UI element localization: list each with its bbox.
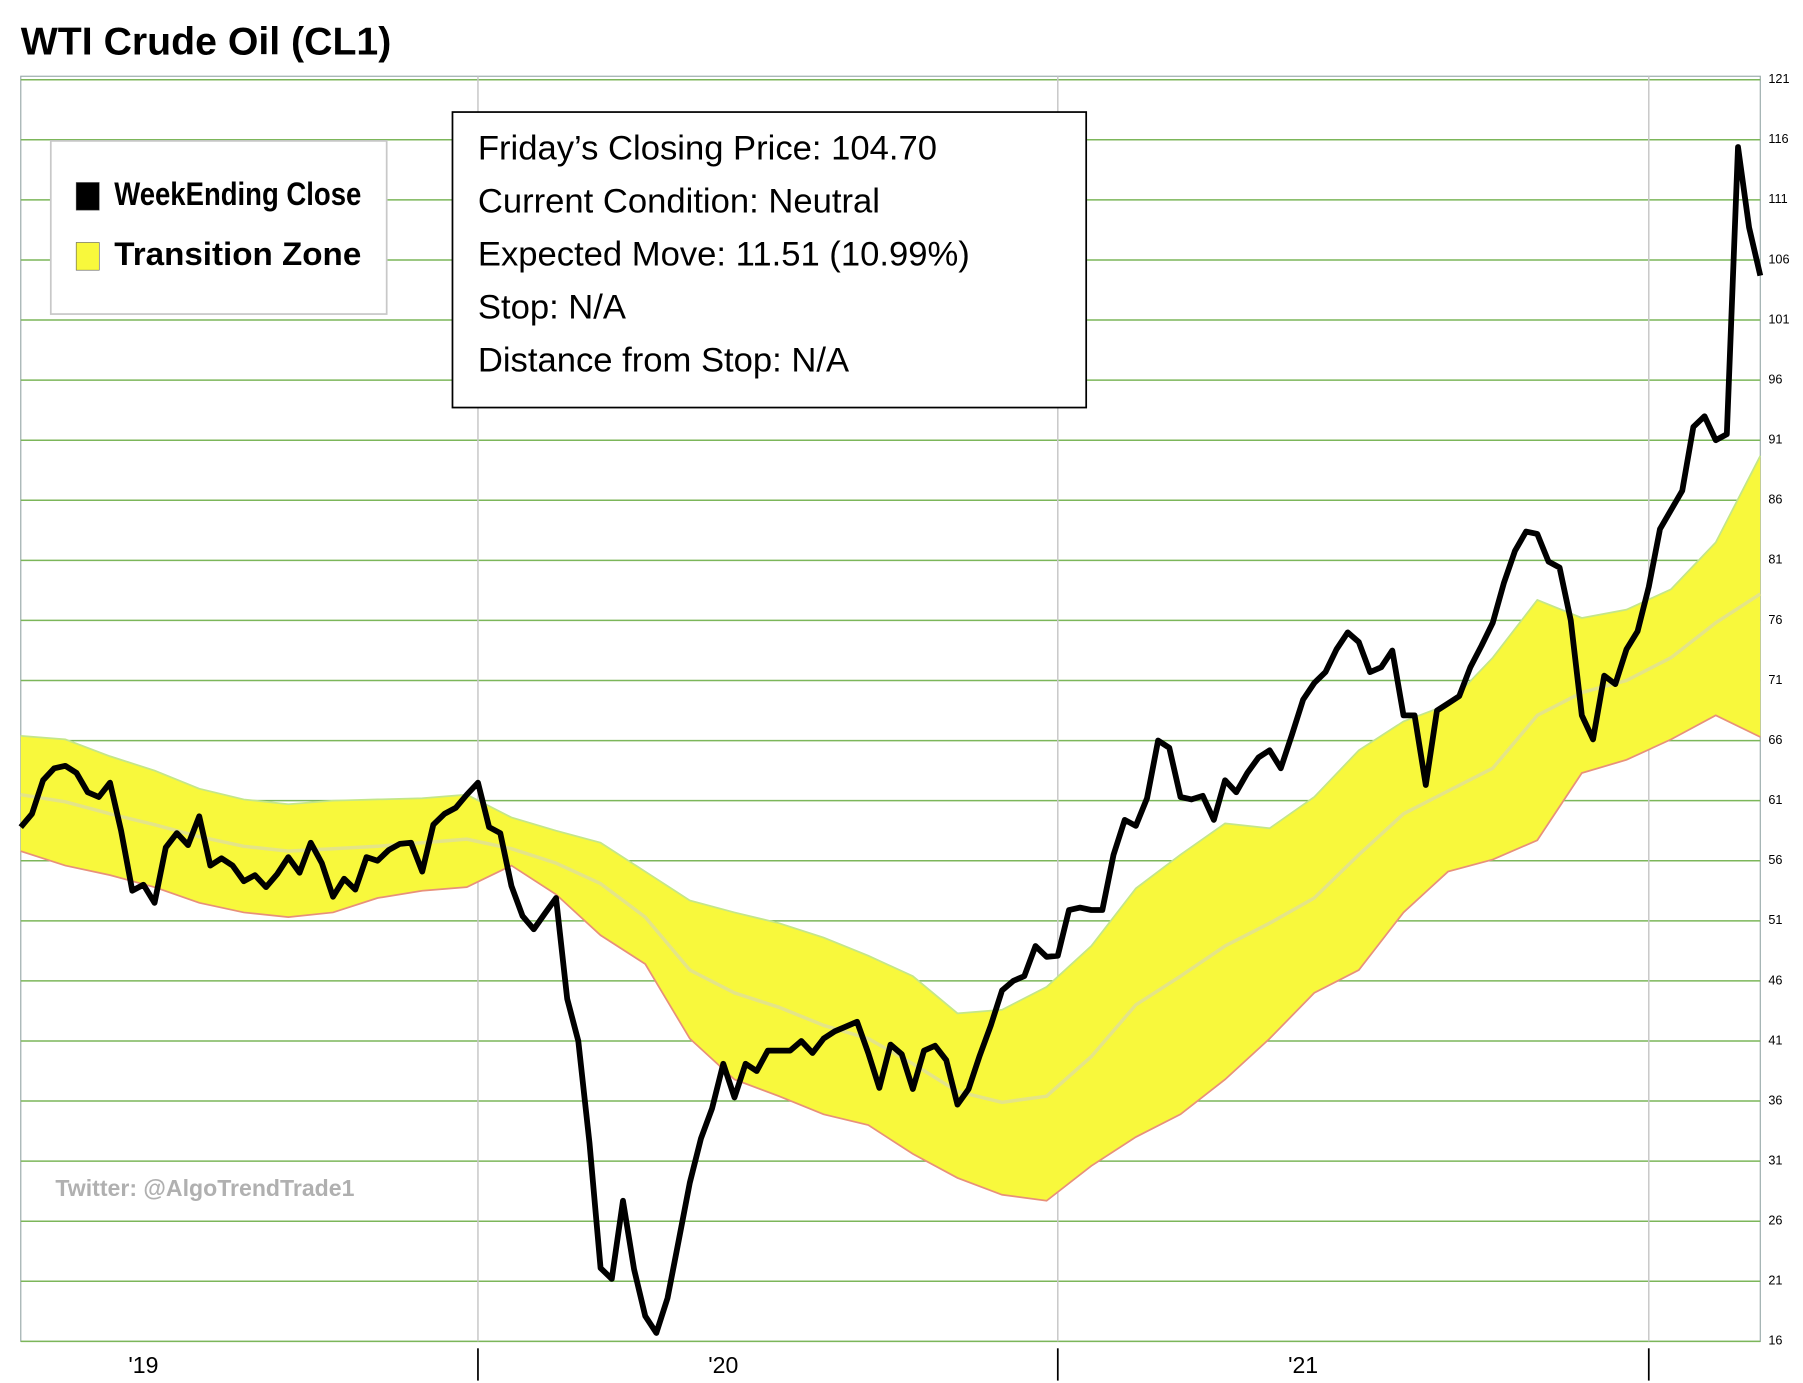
- legend-label: Transition Zone: [114, 236, 361, 272]
- transition-zone-lower: [20, 714, 1761, 1202]
- info-line: Friday’s Closing Price: 104.70: [478, 129, 937, 167]
- y-tick-label: 96: [1768, 372, 1782, 386]
- close-line: [18, 144, 1764, 1336]
- info-line: Distance from Stop: N/A: [478, 342, 850, 380]
- y-tick-label: 66: [1768, 733, 1782, 747]
- x-tick-label: '21: [1288, 1352, 1318, 1378]
- y-tick-label: 36: [1768, 1093, 1782, 1107]
- transition-zone-upper: [20, 455, 1762, 1015]
- y-tick-label: 51: [1768, 913, 1782, 927]
- y-tick-label: 121: [1768, 72, 1789, 86]
- y-tick-label: 16: [1768, 1334, 1782, 1348]
- y-tick-label: 21: [1768, 1274, 1782, 1288]
- y-tick-label: 31: [1768, 1153, 1782, 1167]
- y-tick-label: 91: [1768, 433, 1782, 447]
- y-tick-label: 41: [1768, 1033, 1782, 1047]
- y-tick-label: 46: [1768, 973, 1782, 987]
- y-tick-label: 101: [1768, 312, 1789, 326]
- y-tick-label: 26: [1768, 1214, 1782, 1228]
- info-box: [451, 111, 1088, 409]
- info-line: Stop: N/A: [478, 289, 627, 327]
- y-tick-label: 56: [1768, 853, 1782, 867]
- legend-label: WeekEnding Close: [114, 176, 361, 212]
- legend-box: [49, 140, 388, 315]
- x-tick-label: '19: [128, 1352, 158, 1378]
- x-tick-label: '20: [708, 1352, 738, 1378]
- legend-swatch: [75, 242, 100, 271]
- watermark: Twitter: @AlgoTrendTrade1: [55, 1175, 354, 1201]
- y-tick-label: 116: [1768, 132, 1788, 146]
- info-line: Expected Move: 11.51 (10.99%): [478, 235, 970, 273]
- chart-title: WTI Crude Oil (CL1): [21, 19, 392, 63]
- info-line: Current Condition: Neutral: [478, 182, 880, 220]
- y-tick-label: 81: [1768, 553, 1782, 567]
- y-tick-label: 86: [1768, 493, 1782, 507]
- y-tick-label: 111: [1768, 192, 1787, 206]
- marks: [18, 144, 1764, 1336]
- y-tick-label: 106: [1768, 252, 1789, 266]
- legend-swatch: [75, 182, 100, 211]
- y-tick-label: 76: [1768, 613, 1782, 627]
- y-tick-label: 61: [1768, 793, 1782, 807]
- y-tick-label: 71: [1768, 673, 1782, 687]
- overlay: Twitter: @AlgoTrendTrade1 WeekEnding Clo…: [49, 111, 1088, 1201]
